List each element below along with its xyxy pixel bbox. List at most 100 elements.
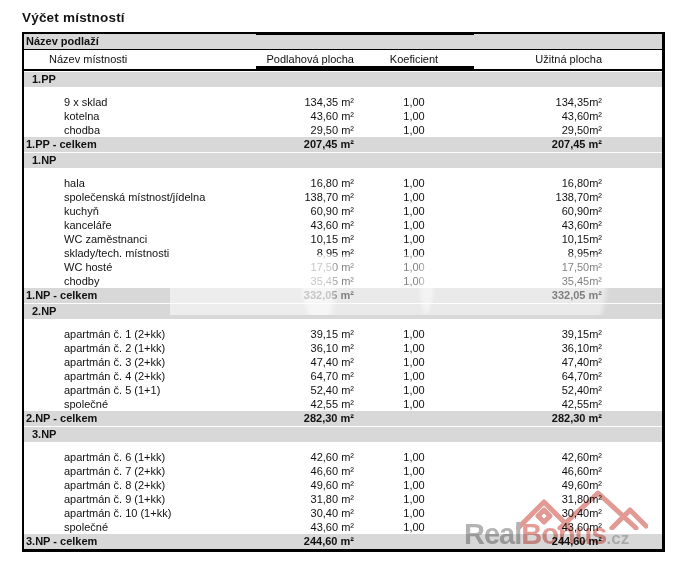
room-name-cell: WC zaměstnanci xyxy=(24,233,259,246)
coefficient-cell: 1,00 xyxy=(354,465,474,478)
page-title: Výčet místností xyxy=(22,10,125,25)
room-row: apartmán č. 3 (2+kk)47,40 m²1,0047,40m² xyxy=(24,355,662,369)
total-floor-area-cell: 244,60 m² xyxy=(259,535,354,548)
scan-artifact-line-header xyxy=(256,66,474,69)
coefficient-cell: 1,00 xyxy=(354,219,474,232)
total-row-1pp: 1.PP - celkem207,45 m²207,45 m² xyxy=(24,137,662,152)
usable-area-cell: 42,60m² xyxy=(474,451,662,464)
section-spacer xyxy=(24,168,662,176)
room-name-cell: společné xyxy=(24,521,259,534)
usable-area-cell: 17,50m² xyxy=(474,261,662,274)
usable-area-cell: 52,40m² xyxy=(474,384,662,397)
room-name-cell: apartmán č. 7 (2+kk) xyxy=(24,465,259,478)
total-row-3np: 3.NP - celkem244,60 m²244,60 m² xyxy=(24,534,662,549)
total-label-cell: 3.NP - celkem xyxy=(24,535,259,548)
usable-area-cell: 49,60m² xyxy=(474,479,662,492)
room-row: apartmán č. 9 (1+kk)31,80 m²1,0031,80m² xyxy=(24,492,662,506)
section-spacer xyxy=(24,442,662,450)
total-usable-area-cell: 332,05 m² xyxy=(474,289,662,302)
floor-area-cell: 46,60 m² xyxy=(259,465,354,478)
coefficient-cell: 1,00 xyxy=(354,342,474,355)
rooms-table: Název podlaží Název místnosti Podlahová … xyxy=(22,32,665,552)
usable-area-cell: 36,10m² xyxy=(474,342,662,355)
floor-area-cell: 47,40 m² xyxy=(259,356,354,369)
room-name-cell: společenská místnost/jídelna xyxy=(24,191,259,204)
section-row-1np: 1.NP xyxy=(24,152,662,168)
usable-area-cell: 29,50m² xyxy=(474,124,662,137)
coefficient-cell: 1,00 xyxy=(354,110,474,123)
floor-area-cell: 39,15 m² xyxy=(259,328,354,341)
usable-area-cell: 134,35m² xyxy=(474,96,662,109)
section-label: 3.NP xyxy=(24,428,662,441)
room-name-cell: hala xyxy=(24,177,259,190)
usable-area-cell: 47,40m² xyxy=(474,356,662,369)
coefficient-cell: 1,00 xyxy=(354,451,474,464)
usable-area-cell: 46,60m² xyxy=(474,465,662,478)
usable-area-cell: 43,60m² xyxy=(474,110,662,123)
room-row: kuchyň60,90 m²1,0060,90m² xyxy=(24,204,662,218)
room-row: WC hosté17,50 m²1,0017,50m² xyxy=(24,260,662,274)
room-name-cell: apartmán č. 10 (1+kk) xyxy=(24,507,259,520)
floor-area-cell: 43,60 m² xyxy=(259,110,354,123)
floor-area-cell: 52,40 m² xyxy=(259,384,354,397)
room-name-cell: chodba xyxy=(24,124,259,137)
floor-header-band-label: Název podlaží xyxy=(24,35,662,48)
usable-area-cell: 138,70m² xyxy=(474,191,662,204)
coefficient-cell: 1,00 xyxy=(354,177,474,190)
room-row: apartmán č. 1 (2+kk)39,15 m²1,0039,15m² xyxy=(24,327,662,341)
room-name-cell: sklady/tech. místnosti xyxy=(24,247,259,260)
coefficient-cell: 1,00 xyxy=(354,521,474,534)
room-row: sklady/tech. místnosti8,95 m²1,008,95m² xyxy=(24,246,662,260)
section-label: 1.PP xyxy=(24,73,662,86)
room-row: kotelna43,60 m²1,0043,60m² xyxy=(24,109,662,123)
usable-area-cell: 31,80m² xyxy=(474,493,662,506)
total-label-cell: 1.NP - celkem xyxy=(24,289,259,302)
room-name-cell: apartmán č. 4 (2+kk) xyxy=(24,370,259,383)
room-row: apartmán č. 7 (2+kk)46,60 m²1,0046,60m² xyxy=(24,464,662,478)
room-name-cell: chodby xyxy=(24,275,259,288)
column-header-coefficient: Koeficient xyxy=(354,53,474,66)
coefficient-cell: 1,00 xyxy=(354,247,474,260)
room-row: apartmán č. 4 (2+kk)64,70 m²1,0064,70m² xyxy=(24,369,662,383)
table-body: 1.PP 9 x sklad134,35 m²1,00134,35m²koteln… xyxy=(24,71,662,549)
floor-area-cell: 17,50 m² xyxy=(259,261,354,274)
section-spacer xyxy=(24,87,662,95)
room-row: chodby35,45 m²1,0035,45m² xyxy=(24,274,662,288)
room-name-cell: kanceláře xyxy=(24,219,259,232)
room-name-cell: společné xyxy=(24,398,259,411)
room-row: hala16,80 m²1,0016,80m² xyxy=(24,176,662,190)
room-name-cell: apartmán č. 8 (2+kk) xyxy=(24,479,259,492)
usable-area-cell: 35,45m² xyxy=(474,275,662,288)
coefficient-cell: 1,00 xyxy=(354,261,474,274)
room-row: 9 x sklad134,35 m²1,00134,35m² xyxy=(24,95,662,109)
usable-area-cell: 60,90m² xyxy=(474,205,662,218)
section-label: 1.NP xyxy=(24,154,662,167)
scan-artifact-line-top xyxy=(256,32,474,35)
section-spacer xyxy=(24,319,662,327)
floor-area-cell: 30,40 m² xyxy=(259,507,354,520)
room-row: kanceláře43,60 m²1,0043,60m² xyxy=(24,218,662,232)
room-name-cell: apartmán č. 9 (1+kk) xyxy=(24,493,259,506)
room-name-cell: apartmán č. 6 (1+kk) xyxy=(24,451,259,464)
floor-area-cell: 36,10 m² xyxy=(259,342,354,355)
coefficient-cell: 1,00 xyxy=(354,398,474,411)
usable-area-cell: 43,60m² xyxy=(474,521,662,534)
column-header-floor-area: Podlahová plocha xyxy=(259,53,354,66)
section-label: 2.NP xyxy=(24,305,662,318)
coefficient-cell: 1,00 xyxy=(354,370,474,383)
total-label-cell: 1.PP - celkem xyxy=(24,138,259,151)
coefficient-cell: 1,00 xyxy=(354,124,474,137)
room-name-cell: 9 x sklad xyxy=(24,96,259,109)
usable-area-cell: 42,55m² xyxy=(474,398,662,411)
floor-area-cell: 64,70 m² xyxy=(259,370,354,383)
coefficient-cell: 1,00 xyxy=(354,205,474,218)
coefficient-cell: 1,00 xyxy=(354,507,474,520)
coefficient-cell: 1,00 xyxy=(354,275,474,288)
usable-area-cell: 43,60m² xyxy=(474,219,662,232)
coefficient-cell: 1,00 xyxy=(354,328,474,341)
total-usable-area-cell: 207,45 m² xyxy=(474,138,662,151)
room-name-cell: apartmán č. 2 (1+kk) xyxy=(24,342,259,355)
column-header-room-name: Název místnosti xyxy=(24,53,259,66)
coefficient-cell: 1,00 xyxy=(354,233,474,246)
total-label-cell: 2.NP - celkem xyxy=(24,412,259,425)
